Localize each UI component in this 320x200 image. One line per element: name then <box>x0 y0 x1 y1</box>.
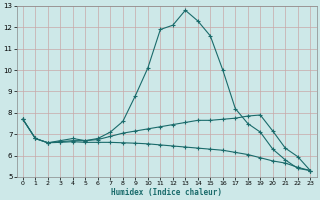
X-axis label: Humidex (Indice chaleur): Humidex (Indice chaleur) <box>111 188 222 197</box>
